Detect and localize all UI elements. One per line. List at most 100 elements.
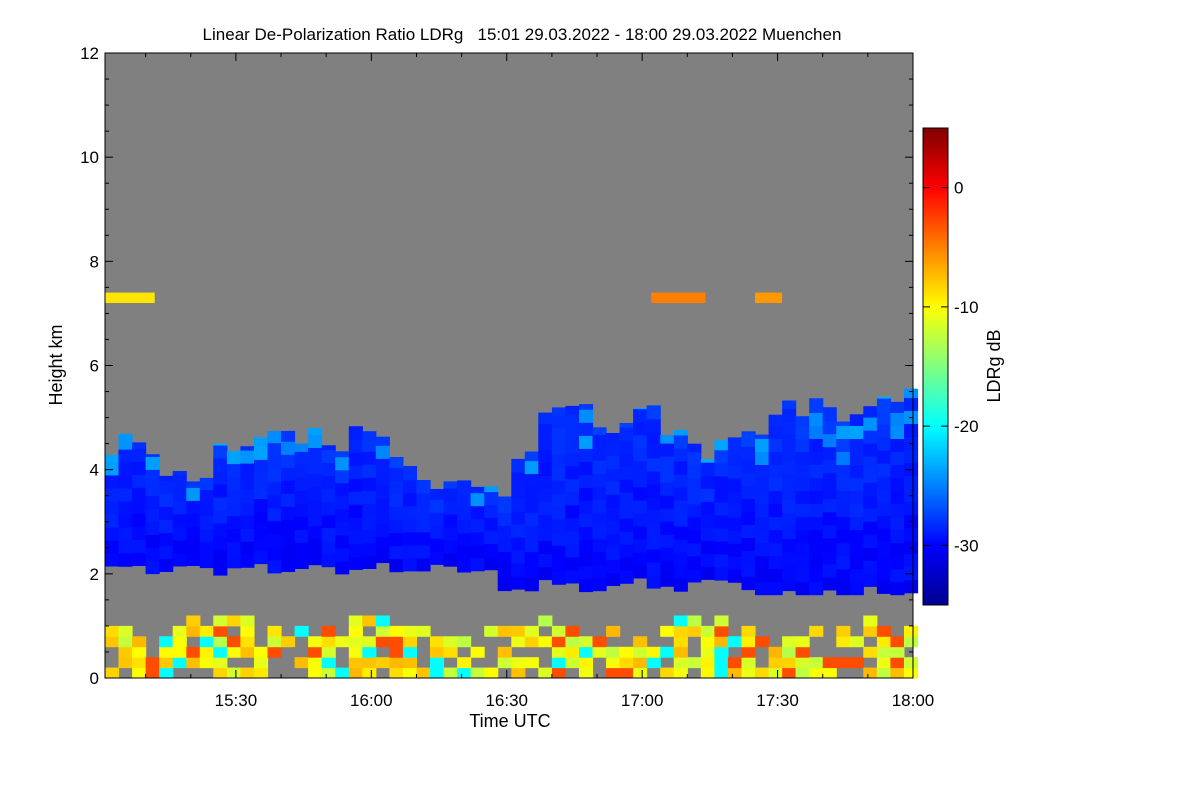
heat-cell xyxy=(267,625,282,637)
heat-cell xyxy=(375,484,390,498)
heat-cell xyxy=(470,518,485,533)
heat-cell xyxy=(633,447,648,462)
heat-cell xyxy=(105,552,120,567)
heat-cell xyxy=(809,399,824,413)
heat-cell xyxy=(755,568,770,583)
heat-cell xyxy=(551,428,566,442)
heat-cell xyxy=(890,581,905,596)
heat-cell xyxy=(646,562,661,576)
heat-cell xyxy=(348,556,363,570)
heat-cell xyxy=(579,667,594,679)
heat-cell xyxy=(822,472,837,487)
heat-cell xyxy=(470,531,485,546)
heat-cell xyxy=(132,657,147,669)
heat-cell xyxy=(633,408,648,410)
heat-cell xyxy=(579,565,594,580)
heat-cell xyxy=(822,446,837,461)
heat-cell xyxy=(755,667,770,679)
heat-cell xyxy=(673,667,688,679)
heat-cell xyxy=(619,544,634,558)
heat-cell xyxy=(673,461,688,475)
heat-cell xyxy=(389,532,404,547)
heat-cell xyxy=(254,646,269,658)
heat-cell xyxy=(226,489,241,504)
heat-cell xyxy=(294,625,309,637)
y-tick-label: 10 xyxy=(80,148,99,167)
heat-cell xyxy=(606,572,621,586)
heat-cell xyxy=(795,490,810,505)
heat-cell xyxy=(890,412,905,426)
heat-cell xyxy=(687,464,702,479)
heat-cell xyxy=(700,636,715,648)
heat-cell xyxy=(646,509,661,524)
heat-cell xyxy=(660,646,675,658)
heat-cell xyxy=(890,503,905,518)
heat-cell xyxy=(727,569,742,583)
heat-cell xyxy=(565,439,580,454)
heat-cell xyxy=(551,441,566,455)
heat-cell xyxy=(348,491,363,505)
heat-cell xyxy=(592,447,607,461)
heat-cell xyxy=(267,646,282,658)
heat-cell xyxy=(849,516,864,531)
heat-cell xyxy=(795,568,810,583)
heat-cell xyxy=(254,511,269,526)
heat-cell xyxy=(335,469,350,484)
heat-cell xyxy=(700,667,715,679)
heat-cell xyxy=(267,431,282,444)
heat-cell xyxy=(362,451,377,465)
heat-cell xyxy=(254,485,269,499)
heat-cell xyxy=(579,422,594,436)
heat-cell xyxy=(633,460,648,475)
heat-cell xyxy=(727,439,742,453)
heat-cell xyxy=(213,636,228,648)
heat-cell xyxy=(538,488,553,502)
heat-cell xyxy=(700,462,715,476)
heat-cell xyxy=(741,433,756,447)
x-tick-label: 18:00 xyxy=(892,691,935,710)
heat-cell xyxy=(511,636,526,648)
heat-cell xyxy=(118,433,133,437)
heat-cell xyxy=(145,547,160,561)
heat-cell xyxy=(105,667,120,679)
heat-cell xyxy=(362,615,377,627)
heat-cell xyxy=(199,541,214,556)
heat-cell xyxy=(579,539,594,554)
heat-cell xyxy=(633,667,648,679)
heat-cell xyxy=(321,667,336,679)
y-tick-label: 2 xyxy=(90,565,99,584)
heat-cell xyxy=(335,547,350,562)
heat-cell xyxy=(402,646,417,658)
heat-cell xyxy=(863,417,878,431)
heat-cell xyxy=(375,445,390,459)
heat-cell xyxy=(592,646,607,658)
heat-cell xyxy=(741,563,756,578)
heat-cell xyxy=(890,542,905,557)
heat-cell xyxy=(240,625,255,637)
heat-cell xyxy=(294,542,309,556)
heat-cell xyxy=(443,667,458,679)
heat-cell xyxy=(308,667,323,679)
heat-cell xyxy=(768,414,783,426)
heat-cell xyxy=(511,657,526,669)
heat-cell xyxy=(768,425,783,439)
heat-cell xyxy=(890,555,905,570)
heat-cell xyxy=(470,646,485,658)
heat-cell xyxy=(132,539,147,553)
heat-cell xyxy=(849,555,864,570)
heat-cell xyxy=(105,625,120,637)
heat-cell xyxy=(484,504,499,519)
heat-cell xyxy=(809,503,824,518)
heat-cell xyxy=(484,625,499,637)
heat-cell xyxy=(145,482,160,496)
heat-cell xyxy=(457,519,472,534)
heat-cell xyxy=(633,551,648,566)
heat-cell xyxy=(443,501,458,515)
heat-cell xyxy=(809,625,824,637)
heat-cell xyxy=(172,513,187,528)
heat-cell xyxy=(430,646,445,658)
heat-cell xyxy=(700,657,715,669)
heat-cell xyxy=(592,564,607,579)
heat-cell xyxy=(768,503,783,518)
